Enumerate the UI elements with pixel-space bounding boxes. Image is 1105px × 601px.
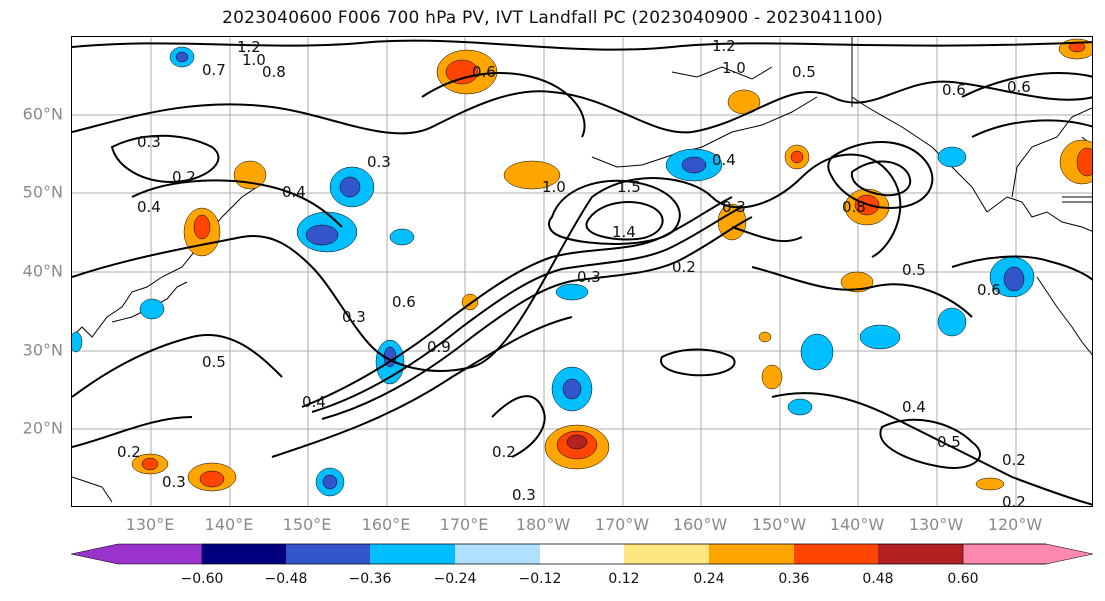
- lon-label-160e: 160°E: [361, 515, 411, 534]
- contour-label: 0.2: [117, 443, 141, 461]
- contour-label: 0.4: [712, 151, 736, 169]
- contour-label: 1.4: [612, 223, 636, 241]
- contour-label: 0.4: [902, 398, 926, 416]
- contour-label: 0.2: [1002, 493, 1026, 507]
- contour-label: 1.0: [722, 59, 746, 77]
- contour-label: 0.4: [137, 198, 161, 216]
- lon-label-180w: 180°W: [515, 515, 571, 534]
- contour-label: 1.0: [242, 51, 266, 69]
- lon-label-140e: 140°E: [204, 515, 254, 534]
- contour-label: 1.0: [542, 178, 566, 196]
- contour-label: 0.3: [512, 486, 536, 504]
- contour-label: 0.3: [162, 473, 186, 491]
- lat-label-40n: 40°N: [22, 261, 63, 281]
- colorbar-tick-label: −0.60: [180, 571, 224, 587]
- lon-label-150w: 150°W: [751, 515, 807, 534]
- lon-label-160w: 160°W: [672, 515, 728, 534]
- contour-label: 0.3: [722, 198, 746, 216]
- colorbar-tick-label: −0.24: [433, 571, 477, 587]
- contour-labels: 1.2 1.2 1.0 1.0 0.8 0.6 0.7 0.5 0.6 0.3 …: [117, 37, 1031, 507]
- contour-label: 0.3: [137, 133, 161, 151]
- lon-label-140w: 140°W: [829, 515, 885, 534]
- contour-label: 0.3: [342, 308, 366, 326]
- lon-label-120w: 120°W: [987, 515, 1043, 534]
- colorbar-tick-label: 0.24: [693, 571, 725, 587]
- colorbar-tick-label: 0.12: [608, 571, 640, 587]
- contour-label: 0.2: [492, 443, 516, 461]
- contour-label: 0.3: [367, 153, 391, 171]
- lon-label-150e: 150°E: [282, 515, 332, 534]
- contour-label: 0.9: [427, 338, 451, 356]
- contour-label: 0.6: [472, 63, 496, 81]
- map-canvas: 1.2 1.2 1.0 1.0 0.8 0.6 0.7 0.5 0.6 0.3 …: [72, 37, 1092, 507]
- contour-label: 0.6: [942, 81, 966, 99]
- contour-label: 1.2: [237, 38, 261, 56]
- colorbar-tick-label: 0.48: [862, 571, 894, 587]
- contour-label: 0.2: [172, 168, 196, 186]
- lon-label-130e: 130°E: [125, 515, 175, 534]
- contour-label: 1.5: [617, 178, 641, 196]
- contour-label: 0.2: [672, 258, 696, 276]
- map-panel: 1.2 1.2 1.0 1.0 0.8 0.6 0.7 0.5 0.6 0.3 …: [71, 36, 1093, 507]
- contour-label: 0.5: [902, 261, 926, 279]
- colorbar-tick-label: −0.48: [264, 571, 308, 587]
- contour-label: 0.8: [262, 63, 286, 81]
- colorbar: [71, 543, 1093, 565]
- colorbar-tick-label: −0.12: [518, 571, 562, 587]
- contour-label: 0.3: [577, 268, 601, 286]
- contour-label: 0.5: [937, 433, 961, 451]
- contour-label: 0.6: [1007, 78, 1031, 96]
- pv-contours: [72, 39, 1092, 506]
- contour-label: 0.5: [202, 353, 226, 371]
- pc-shading: [72, 38, 1092, 497]
- lat-label-50n: 50°N: [22, 182, 63, 202]
- colorbar-tick-label: −0.36: [348, 571, 392, 587]
- map-title: 2023040600 F006 700 hPa PV, IVT Landfall…: [222, 8, 883, 28]
- contour-label: 0.4: [282, 183, 306, 201]
- contour-label: 0.6: [977, 281, 1001, 299]
- lon-label-170w: 170°W: [594, 515, 650, 534]
- lon-label-130w: 130°W: [908, 515, 964, 534]
- contour-label: 0.4: [302, 393, 326, 411]
- contour-label: 0.2: [1002, 451, 1026, 469]
- contour-label: 0.5: [792, 63, 816, 81]
- lat-label-20n: 20°N: [22, 418, 63, 438]
- contour-label: 0.6: [392, 293, 416, 311]
- colorbar-tick-label: 0.60: [947, 571, 979, 587]
- contour-label: 0.8: [842, 198, 866, 216]
- lat-label-60n: 60°N: [22, 104, 63, 124]
- lat-label-30n: 30°N: [22, 340, 63, 360]
- lon-label-170e: 170°E: [439, 515, 489, 534]
- coastlines: [72, 37, 1092, 503]
- contour-label: 1.2: [712, 37, 736, 55]
- contour-label: 0.7: [202, 61, 226, 79]
- colorbar-tick-label: 0.36: [778, 571, 810, 587]
